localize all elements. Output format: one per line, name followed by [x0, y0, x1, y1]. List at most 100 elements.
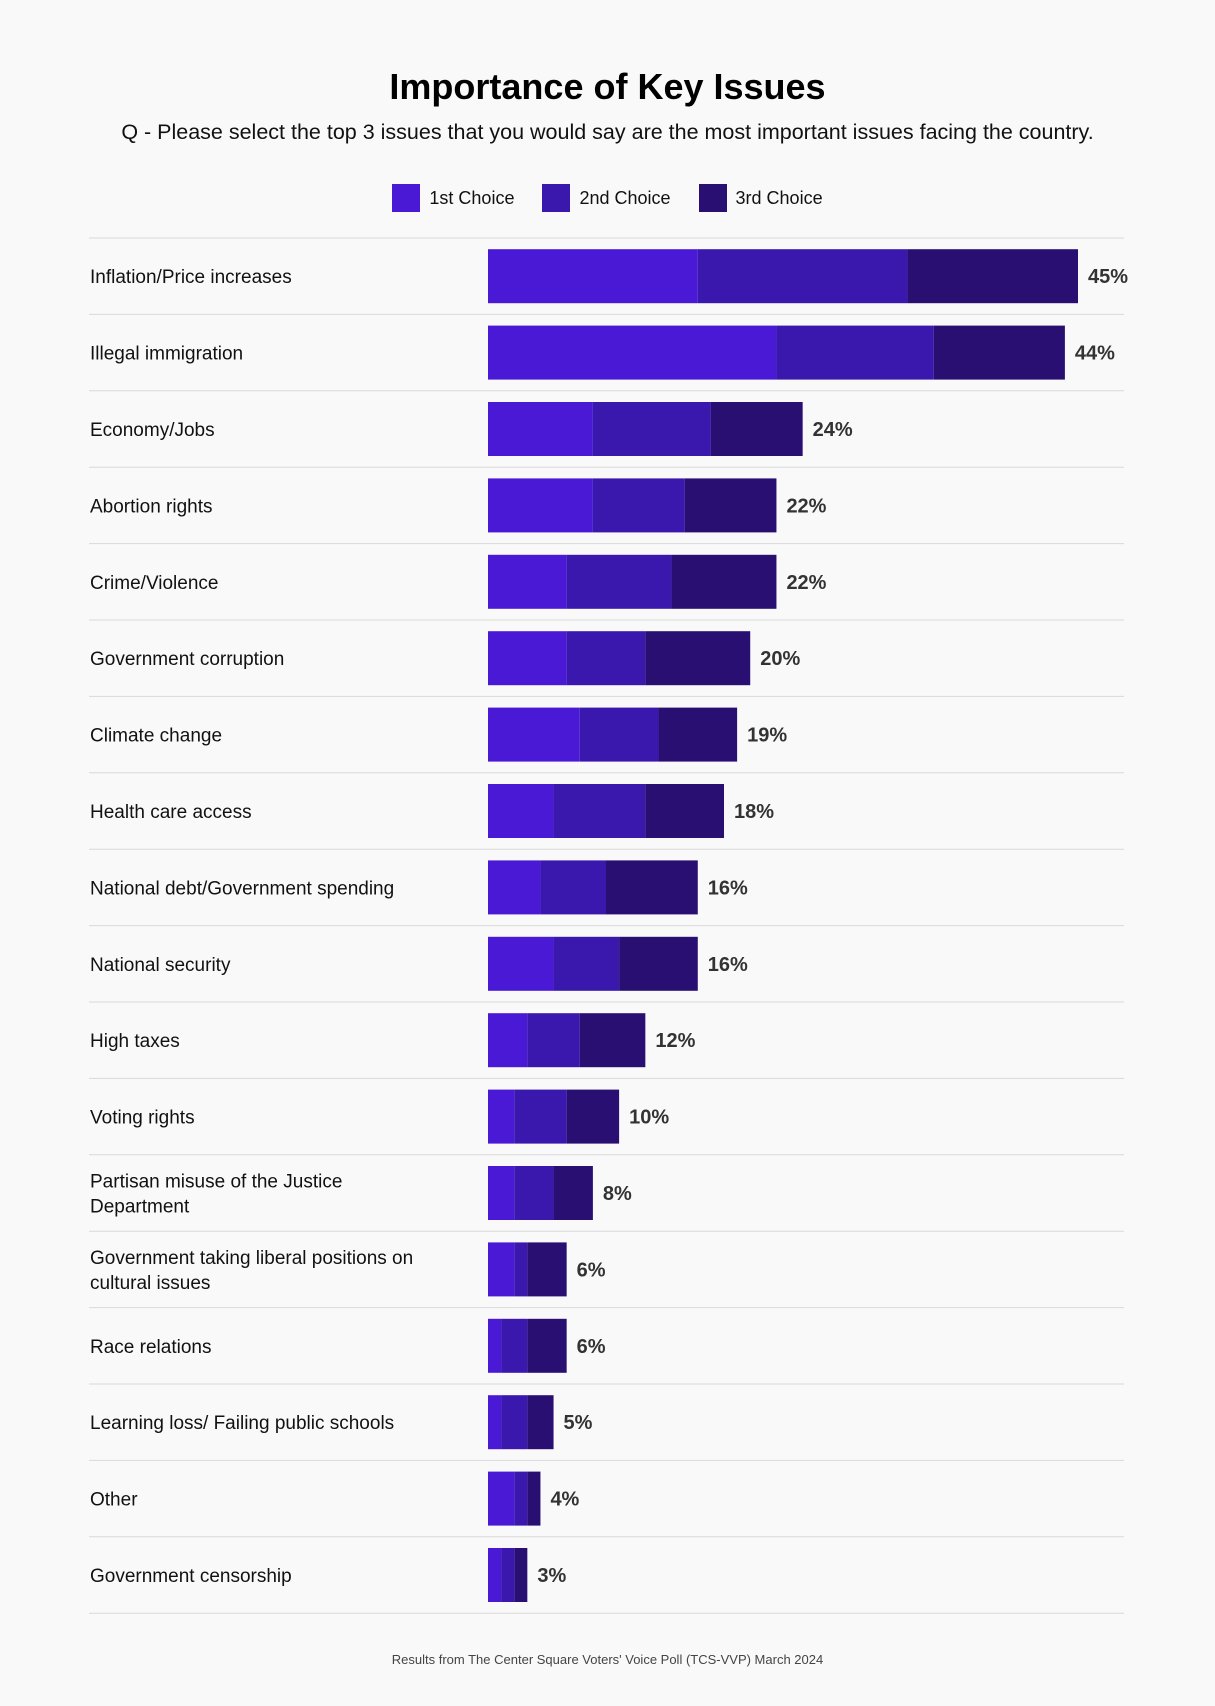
bar-segment-voting-rights-3rd-choice	[566, 1089, 620, 1144]
bar-segment-illegal-immigration-2nd-choice	[776, 325, 934, 380]
bar-segment-race-relations-1st-choice	[488, 1318, 502, 1373]
category-label-high-taxes: High taxes	[90, 1031, 180, 1052]
bar-segment-illegal-immigration-1st-choice	[488, 325, 777, 380]
total-label-crime-violence: 22%	[786, 572, 826, 594]
total-label-health-care-access: 18%	[734, 801, 774, 823]
bar-segment-abortion-rights-1st-choice	[488, 478, 593, 533]
bar-segment-national-security-2nd-choice	[553, 936, 620, 991]
category-label-economy-jobs: Economy/Jobs	[90, 420, 215, 441]
category-label-national-security: National security	[90, 955, 231, 976]
total-label-other: 4%	[550, 1489, 579, 1511]
legend-label-3rd-choice: 3rd Choice	[735, 187, 823, 208]
bar-segment-government-corruption-3rd-choice	[645, 631, 751, 686]
bar-segment-economy-jobs-3rd-choice	[710, 402, 803, 456]
bar-segment-high-taxes-2nd-choice	[527, 1013, 580, 1068]
category-label-race-relations: Race relations	[90, 1337, 211, 1358]
total-label-race-relations: 6%	[577, 1336, 606, 1358]
chart-subtitle: Q - Please select the top 3 issues that …	[121, 120, 1094, 144]
bar-segment-partisan-misuse-of-the-justice-department-3rd-choice	[553, 1166, 593, 1220]
bar-segment-climate-change-1st-choice	[488, 707, 580, 762]
bar-segment-crime-violence-3rd-choice	[671, 554, 777, 609]
total-label-voting-rights: 10%	[629, 1107, 669, 1129]
legend-swatch-1st-choice	[392, 184, 421, 212]
bar-segment-national-debt-government-spending-1st-choice	[488, 860, 541, 915]
bar-segment-health-care-access-1st-choice	[488, 784, 554, 838]
category-label-partisan-misuse-of-the-justice-department: Partisan misuse of the Justice Department	[90, 1172, 342, 1218]
total-label-abortion-rights: 22%	[786, 495, 826, 517]
bar-segment-other-1st-choice	[488, 1471, 515, 1526]
bar-segment-national-debt-government-spending-2nd-choice	[540, 860, 606, 915]
bar-segment-national-debt-government-spending-3rd-choice	[606, 860, 698, 915]
bar-segment-learning-loss-failing-public-schools-1st-choice	[488, 1395, 502, 1450]
total-label-inflation-price-increases: 45%	[1088, 266, 1128, 288]
bar-segment-health-care-access-2nd-choice	[553, 784, 646, 838]
category-label-government-taking-liberal-positions-on-cultural-issues: Government taking liberal positions on cu…	[90, 1248, 413, 1294]
legend-item-3rd-choice: 3rd Choice	[698, 184, 823, 212]
bar-segment-health-care-access-3rd-choice	[645, 784, 724, 838]
footer-source: Results from The Center Square Voters' V…	[391, 1652, 824, 1667]
bar-segment-learning-loss-failing-public-schools-3rd-choice	[527, 1395, 554, 1450]
bar-segment-crime-violence-2nd-choice	[566, 554, 672, 609]
category-label-national-debt-government-spending: National debt/Government spending	[90, 878, 394, 899]
bar-segment-partisan-misuse-of-the-justice-department-2nd-choice	[514, 1166, 554, 1220]
category-label-voting-rights: Voting rights	[90, 1108, 195, 1129]
bar-segment-government-taking-liberal-positions-on-cultural-issues-3rd-choice	[527, 1242, 567, 1297]
legend-label-2nd-choice: 2nd Choice	[579, 187, 671, 208]
bar-segment-crime-violence-1st-choice	[488, 554, 567, 609]
bar-segment-abortion-rights-2nd-choice	[592, 478, 685, 533]
bar-segment-economy-jobs-1st-choice	[488, 402, 593, 456]
bar-segment-inflation-price-increases-2nd-choice	[697, 249, 908, 304]
legend-swatch-2nd-choice	[542, 184, 571, 212]
bar-segment-government-corruption-2nd-choice	[566, 631, 646, 686]
bar-segment-race-relations-3rd-choice	[527, 1318, 567, 1373]
total-label-high-taxes: 12%	[655, 1030, 695, 1052]
bar-segment-voting-rights-1st-choice	[488, 1089, 515, 1144]
bar-segment-other-2nd-choice	[514, 1471, 528, 1526]
category-label-crime-violence: Crime/Violence	[90, 573, 218, 594]
bar-segment-high-taxes-3rd-choice	[579, 1013, 646, 1068]
bar-segment-abortion-rights-3rd-choice	[684, 478, 777, 533]
total-label-economy-jobs: 24%	[813, 419, 853, 441]
bar-segment-government-taking-liberal-positions-on-cultural-issues-2nd-choice	[514, 1242, 528, 1297]
total-label-government-corruption: 20%	[760, 648, 800, 670]
chart-title: Importance of Key Issues	[389, 66, 826, 107]
legend-swatch-3rd-choice	[698, 184, 727, 212]
category-label-other: Other	[90, 1490, 138, 1511]
total-label-illegal-immigration: 44%	[1075, 343, 1115, 365]
bar-segment-other-3rd-choice	[527, 1471, 541, 1526]
bar-segment-national-security-3rd-choice	[619, 936, 698, 991]
total-label-government-taking-liberal-positions-on-cultural-issues: 6%	[577, 1259, 606, 1281]
bar-segment-government-taking-liberal-positions-on-cultural-issues-1st-choice	[488, 1242, 515, 1297]
legend: 1st Choice 2nd Choice 3rd Choice	[0, 184, 1215, 212]
category-label-government-censorship: Government censorship	[90, 1566, 292, 1587]
bar-segment-government-censorship-3rd-choice	[514, 1548, 528, 1602]
total-label-national-debt-government-spending: 16%	[708, 877, 748, 899]
legend-label-1st-choice: 1st Choice	[429, 187, 515, 208]
category-label-government-corruption: Government corruption	[90, 649, 284, 670]
bar-segment-climate-change-3rd-choice	[658, 707, 738, 762]
total-label-national-security: 16%	[708, 954, 748, 976]
bar-segment-inflation-price-increases-1st-choice	[488, 249, 698, 304]
bar-segment-climate-change-2nd-choice	[579, 707, 659, 762]
total-label-government-censorship: 3%	[537, 1565, 566, 1587]
total-label-learning-loss-failing-public-schools: 5%	[564, 1412, 593, 1434]
bar-segment-government-corruption-1st-choice	[488, 631, 567, 686]
category-label-learning-loss-failing-public-schools: Learning loss/ Failing public schools	[90, 1413, 394, 1434]
bar-segment-learning-loss-failing-public-schools-2nd-choice	[501, 1395, 528, 1450]
bar-segment-government-censorship-1st-choice	[488, 1548, 502, 1602]
category-label-abortion-rights: Abortion rights	[90, 496, 213, 517]
bar-segment-high-taxes-1st-choice	[488, 1013, 528, 1068]
bar-segment-race-relations-2nd-choice	[501, 1318, 528, 1373]
total-label-climate-change: 19%	[747, 725, 787, 747]
bar-segment-government-censorship-2nd-choice	[501, 1548, 515, 1602]
bar-segment-partisan-misuse-of-the-justice-department-1st-choice	[488, 1166, 515, 1220]
category-label-climate-change: Climate change	[90, 726, 222, 747]
category-label-illegal-immigration: Illegal immigration	[90, 344, 243, 365]
category-label-health-care-access: Health care access	[90, 802, 252, 823]
bar-segment-inflation-price-increases-3rd-choice	[907, 249, 1078, 304]
total-label-partisan-misuse-of-the-justice-department: 8%	[603, 1183, 632, 1205]
bar-segment-national-security-1st-choice	[488, 936, 554, 991]
legend-item-2nd-choice: 2nd Choice	[542, 184, 671, 212]
bar-segment-voting-rights-2nd-choice	[514, 1089, 567, 1144]
